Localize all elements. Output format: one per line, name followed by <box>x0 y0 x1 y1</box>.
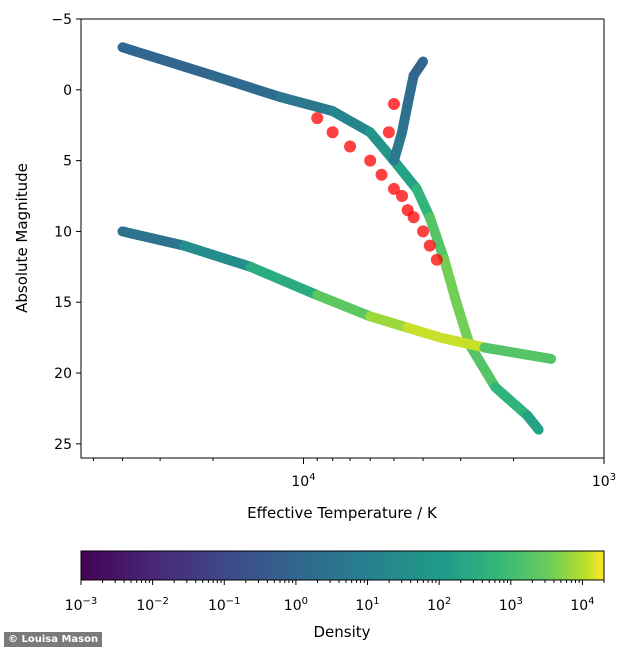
overlay-point <box>396 190 409 203</box>
main-sequence-giant-track-segment <box>424 212 450 265</box>
y-tick-label: 20 <box>54 366 72 382</box>
x-tick-label: 103 <box>592 472 616 490</box>
colorbar-tick-label: 104 <box>570 596 594 614</box>
credit-badge: © Louisa Mason <box>4 632 103 647</box>
white-dwarf-sequence-segment <box>117 226 189 251</box>
colorbar-tick-label: 103 <box>499 596 523 614</box>
white-dwarf-sequence-segment <box>245 261 323 301</box>
white-dwarf-sequence-segment <box>479 342 557 364</box>
overlay-point <box>430 253 443 266</box>
y-tick-label: 25 <box>54 437 72 453</box>
colorbar-tick-label: 101 <box>355 596 379 614</box>
main-sequence-giant-track-segment <box>490 382 533 421</box>
main-sequence-giant-track-segment <box>208 70 285 102</box>
overlay-point <box>382 126 395 139</box>
main-sequence-giant-track-segment <box>274 91 338 117</box>
overlay-points <box>311 97 443 266</box>
main-sequence-giant-track-segment <box>327 106 376 138</box>
colorbar-tick-label: 10−2 <box>136 596 169 614</box>
main-sequence-giant-track-segment <box>388 155 422 194</box>
colorbar <box>80 550 605 581</box>
y-tick-label: 15 <box>54 295 72 311</box>
overlay-point <box>417 225 430 238</box>
overlay-point <box>311 112 324 125</box>
plot-frame <box>80 18 605 459</box>
white-dwarf-sequence-segment <box>435 332 490 353</box>
colorbar-tick-label: 10−3 <box>65 596 98 614</box>
overlay-point <box>407 211 420 224</box>
y-tick-label: 10 <box>54 224 72 240</box>
main-sequence-giant-track-segment <box>411 183 435 223</box>
overlay-point <box>364 154 377 167</box>
density-bands <box>117 42 557 435</box>
main-sequence-giant-track-segment <box>439 254 462 308</box>
overlay-point <box>423 239 436 252</box>
x-tick-label: 104 <box>291 472 315 490</box>
white-dwarf-sequence-segment <box>402 322 446 343</box>
x-axis: 104 103 <box>92 458 616 490</box>
x-axis-label: Effective Temperature / K <box>247 504 438 522</box>
colorbar-label: Density <box>313 623 370 641</box>
giant-branch-segment <box>408 56 429 81</box>
main-sequence-giant-track-segment <box>117 42 219 81</box>
y-tick-label: 0 <box>63 83 72 99</box>
y-tick-label: −5 <box>51 12 72 28</box>
y-axis: −5 0 5 10 15 20 25 <box>51 12 81 453</box>
overlay-point <box>375 168 388 181</box>
colorbar-tick-label: 100 <box>284 596 308 614</box>
overlay-point <box>326 126 339 139</box>
white-dwarf-sequence-segment <box>178 240 256 272</box>
main-sequence-giant-track-segment <box>522 410 544 435</box>
main-sequence-giant-track-segment <box>365 127 399 166</box>
overlay-point <box>344 140 357 153</box>
overlay-point <box>387 182 400 195</box>
colorbar-axis: 10−3 10−2 10−1 100 101 102 103 104 <box>65 580 605 614</box>
colorbar-tick-label: 10−1 <box>208 596 241 614</box>
y-tick-label: 5 <box>63 154 72 170</box>
overlay-point <box>387 97 400 110</box>
colorbar-tick-label: 102 <box>427 596 451 614</box>
white-dwarf-sequence-segment <box>312 290 376 322</box>
white-dwarf-sequence-segment <box>365 311 413 333</box>
main-sequence-giant-track-segment <box>451 297 475 350</box>
y-axis-label: Absolute Magnitude <box>13 163 31 313</box>
main-sequence-giant-track-segment <box>464 339 501 393</box>
